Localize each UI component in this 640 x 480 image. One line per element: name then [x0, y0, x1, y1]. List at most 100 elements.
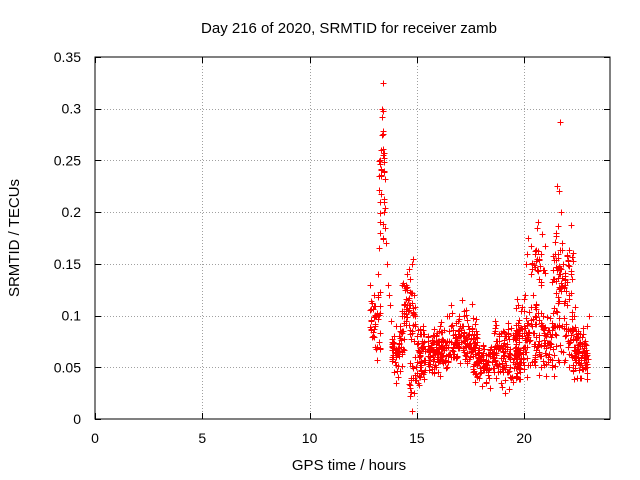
data-point: [532, 362, 539, 369]
data-point: [533, 314, 540, 321]
data-point: [529, 323, 536, 330]
data-point: [456, 327, 463, 334]
data-point: [552, 331, 559, 338]
data-point: [374, 357, 381, 364]
data-point: [421, 359, 428, 366]
data-point: [429, 340, 436, 347]
data-point: [410, 256, 417, 263]
data-point: [534, 344, 541, 351]
data-point: [370, 306, 377, 313]
data-point: [415, 327, 422, 334]
data-point: [451, 341, 458, 348]
data-point: [566, 351, 573, 358]
data-point: [413, 377, 420, 384]
data-point: [417, 331, 424, 338]
data-point: [533, 321, 540, 328]
data-point: [438, 350, 445, 357]
x-tick-label: 0: [91, 430, 99, 446]
data-point: [417, 374, 424, 381]
data-point: [556, 284, 563, 291]
data-point: [558, 280, 565, 287]
data-point: [433, 338, 440, 345]
data-point: [564, 253, 571, 260]
data-point: [552, 363, 559, 370]
data-point: [503, 362, 510, 369]
data-point: [398, 337, 405, 344]
data-point: [566, 340, 573, 347]
data-point: [416, 382, 423, 389]
data-point: [515, 322, 522, 329]
data-point: [377, 330, 384, 337]
data-point: [410, 310, 417, 317]
data-point: [485, 358, 492, 365]
data-point: [516, 317, 523, 324]
data-point: [397, 368, 404, 375]
data-point: [367, 307, 374, 314]
data-point: [531, 330, 538, 337]
data-point: [437, 373, 444, 380]
data-point: [401, 347, 408, 354]
plot-frame: [94, 56, 611, 420]
data-point: [498, 355, 505, 362]
data-point: [412, 372, 419, 379]
data-point: [547, 315, 554, 322]
data-point: [493, 338, 500, 345]
data-point: [446, 351, 453, 358]
data-point: [505, 320, 512, 327]
data-point: [479, 383, 486, 390]
data-point: [535, 341, 542, 348]
data-point: [539, 231, 546, 238]
data-point: [514, 349, 521, 356]
data-point: [572, 353, 579, 360]
data-point: [389, 358, 396, 365]
data-point: [412, 321, 419, 328]
data-point: [576, 360, 583, 367]
data-point: [579, 366, 586, 373]
data-point: [506, 386, 513, 393]
data-point: [533, 247, 540, 254]
data-point: [474, 339, 481, 346]
data-point: [538, 353, 545, 360]
data-point: [461, 308, 468, 315]
data-point: [401, 310, 408, 317]
data-point: [380, 128, 387, 135]
data-point: [370, 329, 377, 336]
data-point: [555, 294, 562, 301]
data-point: [524, 251, 531, 258]
data-point: [513, 365, 520, 372]
data-point: [426, 349, 433, 356]
data-point: [371, 334, 378, 341]
data-point: [487, 353, 494, 360]
y-tick-label: 0.35: [54, 49, 81, 65]
data-point: [522, 292, 529, 299]
data-point: [562, 357, 569, 364]
data-point: [543, 373, 550, 380]
data-point: [566, 364, 573, 371]
data-point: [457, 360, 464, 367]
data-point: [374, 310, 381, 317]
data-point: [466, 326, 473, 333]
data-point: [508, 325, 515, 332]
data-point: [473, 371, 480, 378]
data-point: [575, 349, 582, 356]
data-point: [536, 372, 543, 379]
data-point: [483, 379, 490, 386]
data-point: [453, 320, 460, 327]
data-point: [555, 223, 562, 230]
data-point: [569, 276, 576, 283]
data-point: [492, 358, 499, 365]
data-point: [448, 302, 455, 309]
data-point: [568, 268, 575, 275]
data-point: [439, 336, 446, 343]
x-tick-label: 10: [302, 430, 318, 446]
data-point: [513, 305, 520, 312]
data-point: [459, 297, 466, 304]
data-point: [500, 348, 507, 355]
data-point: [438, 329, 445, 336]
data-point: [463, 353, 470, 360]
data-point: [425, 343, 432, 350]
data-point: [446, 313, 453, 320]
data-point: [378, 191, 385, 198]
data-point: [525, 362, 532, 369]
